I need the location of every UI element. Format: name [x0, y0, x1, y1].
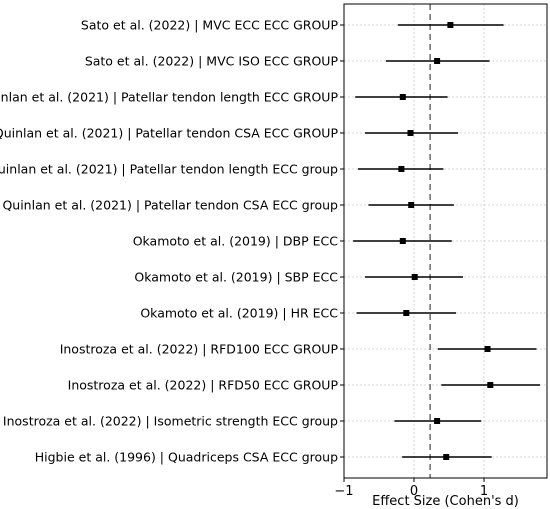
effect-point	[484, 346, 491, 352]
row-label: Quinlan et al. (2021) | Patellar tendon …	[0, 126, 338, 141]
effect-point	[443, 454, 450, 460]
row-label: Inostroza et al. (2022) | RFD100 ECC GRO…	[60, 342, 339, 357]
row-label: Okamoto et al. (2019) | SBP ECC	[134, 270, 338, 285]
effect-point	[487, 382, 494, 388]
forest-row: Sato et al. (2022) | MVC ECC ECC GROUP	[81, 18, 504, 33]
forest-row: Sato et al. (2022) | MVC ISO ECC GROUP	[85, 54, 490, 69]
x-ticks: −1 0 1	[334, 24, 488, 499]
x-tick-label: −1	[334, 484, 353, 499]
forest-row: Quinlan et al. (2021) | Patellar tendon …	[2, 198, 454, 213]
effect-point	[434, 58, 441, 64]
forest-row: Okamoto et al. (2019) | SBP ECC	[134, 270, 463, 285]
row-label: Sato et al. (2022) | MVC ISO ECC GROUP	[85, 54, 339, 69]
forest-row: Quinlan et al. (2021) | Patellar tendon …	[0, 126, 459, 141]
row-label: Okamoto et al. (2019) | HR ECC	[140, 306, 338, 321]
row-label: Inostroza et al. (2022) | Isometric stre…	[3, 414, 338, 429]
row-label: Quinlan et al. (2021) | Patellar tendon …	[2, 198, 338, 213]
row-label: Sato et al. (2022) | MVC ECC ECC GROUP	[81, 18, 339, 33]
forest-row: Inostroza et al. (2022) | RFD50 ECC GROU…	[68, 378, 540, 393]
effect-point	[407, 130, 414, 136]
forest-row: Okamoto et al. (2019) | HR ECC	[140, 306, 456, 321]
effect-point	[447, 22, 454, 28]
forest-row: Okamoto et al. (2019) | DBP ECC	[133, 234, 452, 249]
rows-layer: Sato et al. (2022) | MVC ECC ECC GROUP Sa…	[0, 18, 540, 465]
row-label: Inostroza et al. (2022) | RFD50 ECC GROU…	[68, 378, 339, 393]
row-label: Okamoto et al. (2019) | DBP ECC	[133, 234, 339, 249]
row-label: Quinlan et al. (2021) | Patellar tendon …	[0, 90, 338, 105]
x-tick-label: 0	[410, 484, 418, 499]
effect-point	[434, 418, 441, 424]
forest-row: Quinlan et al. (2021) | Patellar tendon …	[0, 90, 448, 105]
x-tick-label: 1	[480, 484, 488, 499]
row-label: Higbie et al. (1996) | Quadriceps CSA EC…	[35, 450, 338, 465]
effect-point	[398, 166, 405, 172]
effect-point	[399, 94, 406, 100]
effect-point	[399, 238, 406, 244]
forest-row: Inostroza et al. (2022) | RFD100 ECC GRO…	[60, 342, 537, 357]
effect-point	[408, 202, 415, 208]
x-axis-title: Effect Size (Cohen's d)	[372, 494, 519, 509]
row-label: Quinlan et al. (2021) | Patellar tendon …	[0, 162, 338, 177]
forest-row: Higbie et al. (1996) | Quadriceps CSA EC…	[35, 450, 492, 465]
effect-point	[411, 274, 418, 280]
forest-row: Inostroza et al. (2022) | Isometric stre…	[3, 414, 482, 429]
forest-row: Quinlan et al. (2021) | Patellar tendon …	[0, 162, 444, 177]
effect-point	[403, 310, 410, 316]
